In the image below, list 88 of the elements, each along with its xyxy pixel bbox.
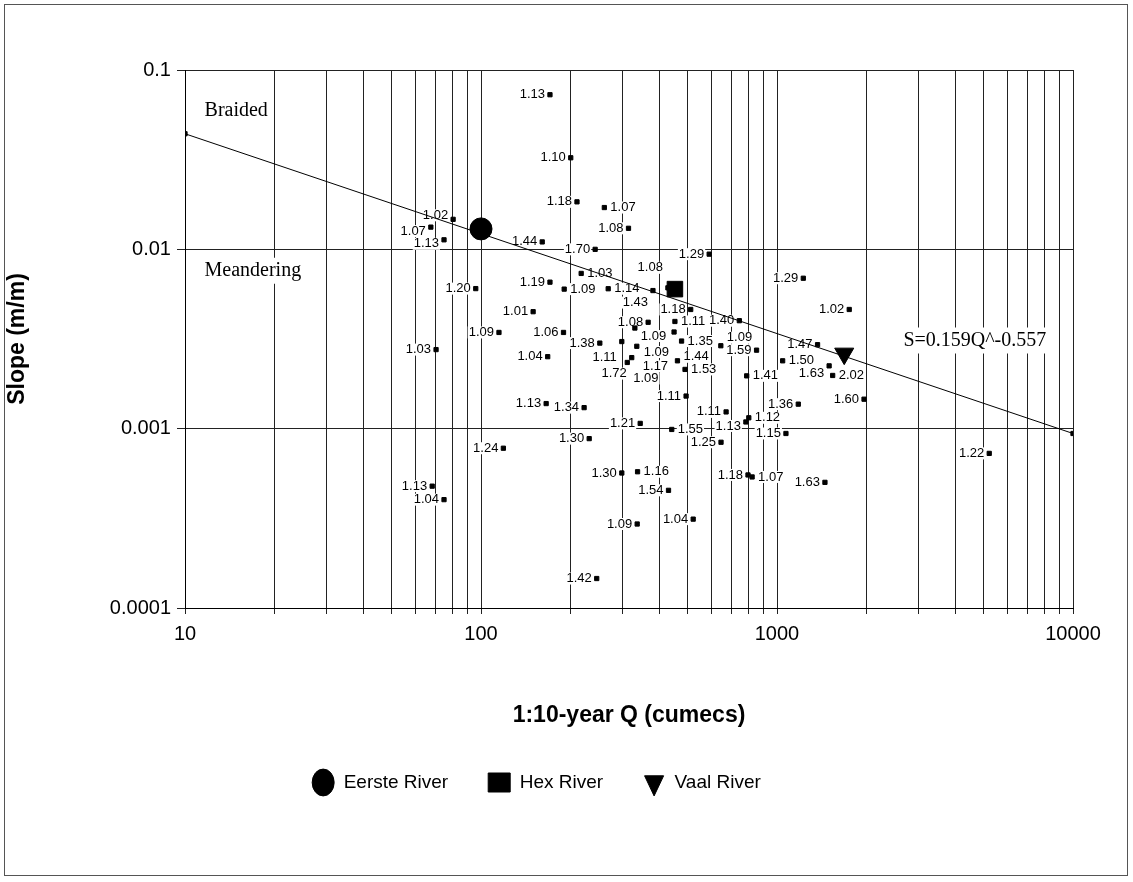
- y-axis-title: Slope (m/m): [3, 273, 30, 405]
- annotation: 1.03: [405, 341, 432, 357]
- annotation: 1.60: [833, 390, 860, 406]
- annotation: 1.40: [709, 312, 735, 328]
- annotation: 1.53: [691, 360, 717, 376]
- annotation: 1.18: [660, 301, 686, 317]
- annotation: 1.04: [517, 348, 543, 364]
- annotation: 1.22: [958, 444, 985, 460]
- annotation: 1.11: [656, 387, 682, 403]
- legend-label: Hex River: [519, 770, 604, 792]
- annotation: 1.09: [468, 324, 494, 340]
- annotation: 2.02: [838, 367, 864, 383]
- annotation: S=0.159Q^-0.557: [903, 327, 1047, 350]
- annotation: 1.04: [413, 491, 440, 507]
- annotation: 1.09: [726, 329, 753, 345]
- annotation: 1.35: [687, 332, 713, 348]
- annotation: 1.13: [401, 477, 428, 493]
- annotation: 1.25: [690, 433, 717, 449]
- annotation: 1.12: [754, 409, 781, 425]
- annotation: 1.02: [422, 206, 449, 222]
- annotation: 1.29: [773, 269, 799, 285]
- y-tick-label: 0.1: [143, 57, 171, 80]
- y-tick-label: 0.001: [120, 416, 171, 439]
- annotation: 1.24: [473, 439, 499, 455]
- x-tick-label: 100: [464, 621, 498, 644]
- annotation: 1.30: [558, 430, 585, 446]
- annotation: 1.44: [683, 348, 709, 364]
- annotation: 1.43: [622, 294, 648, 310]
- y-tick-label: 0.0001: [109, 595, 171, 618]
- annotation: 1.14: [614, 280, 640, 296]
- annotation: 1.18: [717, 466, 743, 482]
- annotation: 1.50: [788, 352, 814, 368]
- annotation: 1.13: [519, 86, 545, 102]
- annotation: 1.09: [640, 327, 667, 343]
- annotation: 1.11: [696, 403, 722, 419]
- annotation: 1.36: [767, 395, 794, 411]
- annotation: 1.13: [715, 417, 741, 433]
- annotation: 1.21: [609, 414, 636, 430]
- annotation: 1.04: [662, 510, 689, 526]
- annotation: 1.18: [546, 193, 572, 209]
- annotation: 1.44: [511, 233, 538, 249]
- annotation: 1.08: [637, 259, 663, 275]
- annotation: 1.08: [598, 219, 624, 235]
- annotation: 1.20: [445, 280, 471, 296]
- annotation: Braided: [204, 97, 268, 120]
- annotation: 1.70: [564, 240, 591, 256]
- annotation: 1.08: [617, 313, 644, 329]
- legend-label: Eerste River: [343, 770, 449, 792]
- annotation: 1.07: [758, 468, 784, 484]
- annotation: 1.41: [752, 367, 779, 383]
- annotation: 1.54: [638, 481, 664, 497]
- y-tick-label: 0.01: [132, 236, 171, 259]
- annotation: 1.09: [606, 515, 633, 531]
- annotation: 1.09: [570, 280, 596, 296]
- annotation: 1.10: [540, 149, 566, 165]
- annotation: 1.72: [601, 365, 627, 381]
- annotation: 1.29: [678, 245, 705, 261]
- annotation: 1.06: [533, 324, 559, 340]
- annotation: 1.07: [610, 199, 636, 215]
- annotation: 1.03: [587, 265, 613, 280]
- annotation: 1.07: [400, 222, 426, 238]
- x-tick-label: 10000: [1045, 621, 1101, 644]
- annotation: 1.09: [643, 343, 670, 359]
- annotation: 1.13: [515, 395, 542, 411]
- annotation: 1.11: [592, 349, 617, 365]
- annotation: 1.42: [566, 570, 592, 586]
- annotation: 1.01: [502, 303, 529, 319]
- x-tick-label: 10: [173, 621, 197, 644]
- annotation: 1.34: [553, 399, 580, 415]
- annotation: 1.13: [413, 235, 440, 251]
- x-tick-label: 1000: [754, 621, 800, 644]
- annotation: 1.17: [642, 357, 669, 373]
- annotation: 1.30: [591, 464, 617, 480]
- annotation: 1.15: [755, 425, 781, 441]
- annotation: 1.63: [794, 473, 820, 489]
- annotation: 1.02: [818, 301, 845, 317]
- x-axis-title: 1:10-year Q (cumecs): [512, 700, 746, 727]
- annotation: 1.55: [677, 421, 704, 437]
- annotation: 1.59: [726, 341, 752, 357]
- annotation: 1.63: [798, 365, 825, 381]
- legend-label: Vaal River: [674, 770, 762, 792]
- annotation: 1.16: [643, 463, 669, 479]
- annotation: 1.11: [680, 313, 706, 329]
- annotation: 1.09: [633, 370, 659, 386]
- annotation: 1.38: [569, 334, 595, 350]
- annotation: 1.19: [519, 273, 545, 289]
- annotation: Meandering: [204, 257, 302, 281]
- annotation: 1.47: [787, 336, 813, 352]
